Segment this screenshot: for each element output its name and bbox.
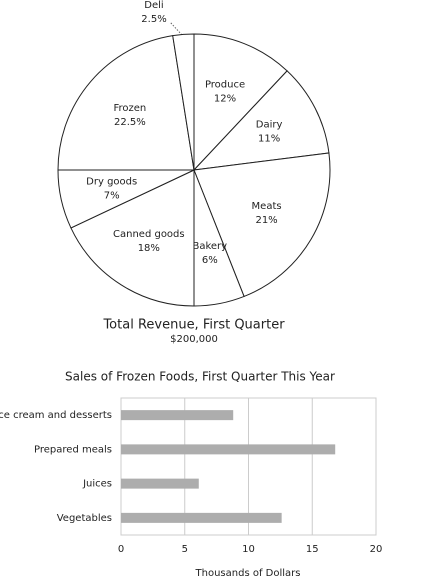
slice-label: Frozen [113, 103, 146, 114]
bar-title: Sales of Frozen Foods, First Quarter Thi… [65, 370, 335, 384]
slice-label: Deli [144, 0, 163, 11]
pie-slice [193, 152, 331, 298]
x-tick-label: 10 [242, 544, 255, 555]
leader-line [169, 21, 183, 36]
y-tick-label: Prepared meals [34, 444, 112, 455]
x-tick-label: 0 [118, 544, 124, 555]
x-tick-label: 20 [370, 544, 383, 555]
slice-value-label: 18% [138, 243, 160, 254]
y-tick-label: Ice cream and desserts [0, 410, 112, 421]
x-axis-label: Thousands of Dollars [195, 568, 301, 579]
x-tick-label: 5 [182, 544, 188, 555]
slice-label: Produce [205, 80, 245, 91]
slice-value-label: 7% [104, 190, 120, 201]
bar [121, 478, 199, 489]
pie-slice [172, 33, 195, 171]
slice-value-label: 6% [202, 255, 218, 266]
pie-title: Total Revenue, First Quarter [102, 318, 285, 333]
slice-label: Canned goods [113, 229, 185, 240]
bar [121, 512, 282, 523]
bar [121, 410, 234, 421]
bar [121, 444, 336, 455]
y-tick-label: Juices [82, 479, 112, 490]
x-tick-label: 15 [306, 544, 319, 555]
pie-subtitle: $200,000 [170, 334, 218, 345]
slice-label: Dairy [256, 120, 283, 131]
slice-label: Dry goods [86, 176, 137, 187]
y-tick-label: Vegetables [57, 513, 112, 524]
slice-value-label: 11% [258, 134, 280, 145]
slice-value-label: 22.5% [114, 117, 146, 128]
pie-slice [57, 35, 195, 171]
pie-slice [193, 33, 288, 172]
slice-label: Meats [252, 201, 282, 212]
slice-label: Bakery [192, 241, 227, 252]
pie-slice [70, 169, 195, 307]
slice-value-label: 12% [214, 94, 236, 105]
slice-value-label: 21% [255, 215, 277, 226]
slice-value-label: 2.5% [141, 14, 166, 25]
pie-slice [192, 70, 330, 171]
